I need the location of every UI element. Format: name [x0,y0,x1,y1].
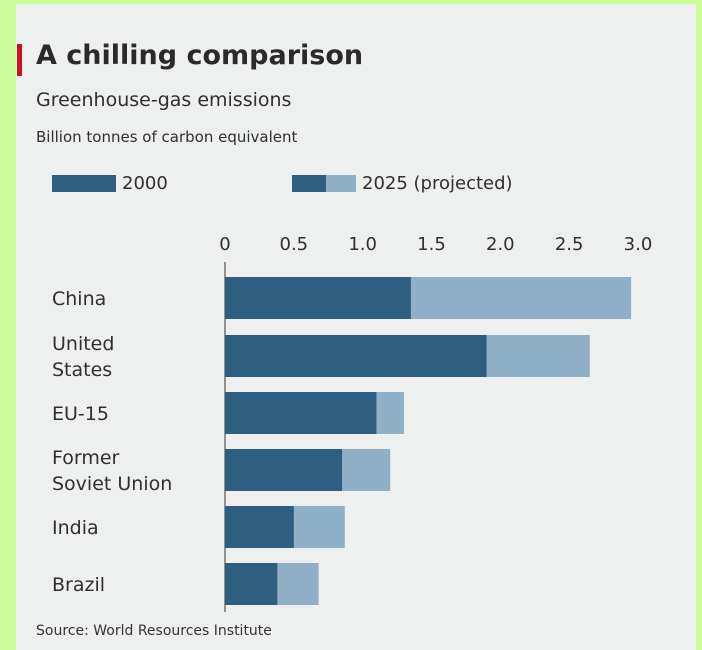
legend-swatch-2025-dark [292,174,326,192]
legend-label-2000: 2000 [122,172,168,194]
category-label: EU-15 [52,403,109,425]
x-tick-label: 2.5 [555,234,584,255]
x-tick-label: 3.0 [624,234,653,255]
bar-2000 [225,277,411,319]
legend-swatch-2025-light [326,174,356,192]
source-note: Source: World Resources Institute [36,623,272,639]
bar-2000 [225,449,343,491]
category-label: Brazil [52,574,105,596]
bar-2000 [225,563,278,605]
legend-item-2025: 2025 (projected) [292,172,513,194]
chart-subtitle: Greenhouse-gas emissions [36,89,292,111]
bar-2000 [225,392,377,434]
chart-card [16,4,696,650]
category-label: China [52,288,106,310]
legend-item-2000: 2000 [52,172,168,194]
x-tick-label: 2.0 [486,234,515,255]
category-label: India [52,517,99,539]
category-label: United States [52,333,114,381]
unit-label: Billion tonnes of carbon equivalent [36,128,298,146]
bar-2000 [225,506,294,548]
x-tick-label: 1.0 [348,234,377,255]
accent-bar [17,44,22,76]
x-tick-label: 1.5 [417,234,446,255]
x-tick-label: 0 [219,234,230,255]
category-label: Former Soviet Union [52,447,172,495]
chart-title: A chilling comparison [36,40,364,71]
legend-swatch-2000 [52,174,116,192]
legend-label-2025: 2025 (projected) [362,172,513,194]
x-tick-label: 0.5 [280,234,309,255]
bar-2000 [225,335,487,377]
